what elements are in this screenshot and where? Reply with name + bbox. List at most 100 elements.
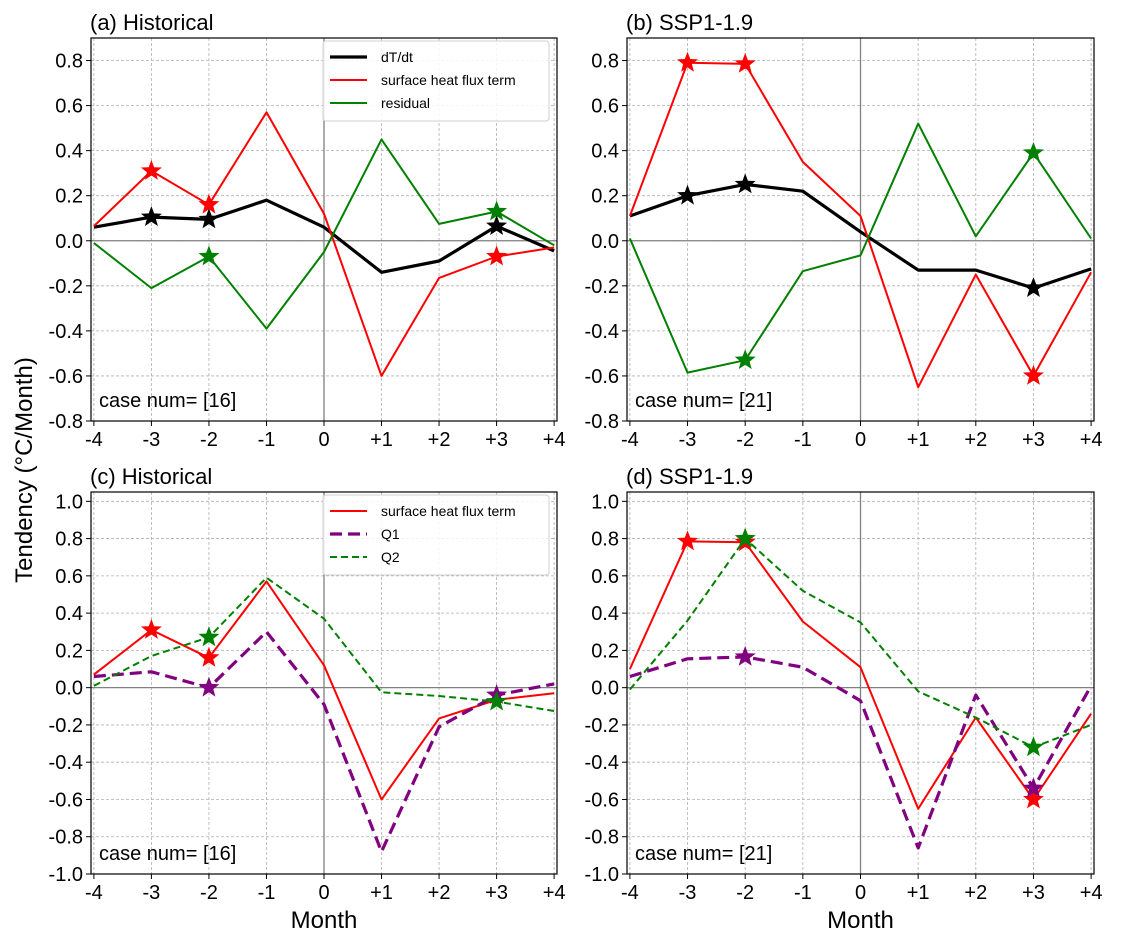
- case-count-annotation: case num= [16]: [99, 390, 236, 412]
- star-marker-icon: [486, 200, 508, 221]
- x-tick-label: +3: [1022, 429, 1045, 451]
- star-marker-icon: [198, 193, 220, 214]
- x-tick-label: +1: [907, 882, 930, 904]
- y-tick-label: 0.6: [591, 96, 619, 118]
- x-tick-label: +4: [543, 429, 566, 451]
- y-tick-label: -0.2: [585, 715, 619, 737]
- y-tick-label: 0.4: [591, 141, 619, 163]
- star-marker-icon: [198, 626, 220, 647]
- star-marker-icon: [1023, 364, 1044, 385]
- y-tick-label: 0.8: [55, 529, 83, 551]
- y-tick-label: -0.2: [49, 276, 83, 298]
- series-line-dt-dt: [93, 198, 555, 274]
- y-tick-label: 0.6: [55, 566, 83, 588]
- legend-box: [322, 40, 550, 122]
- x-tick-label: -1: [258, 429, 276, 451]
- y-tick-label: 0.6: [591, 566, 619, 588]
- y-tick-label: 0.0: [55, 231, 83, 253]
- series-line-surface-heat-flux-term: [628, 540, 1092, 810]
- x-tick-label: +4: [1080, 429, 1103, 451]
- y-tick-label: 0.2: [55, 640, 83, 662]
- y-tick-label: 0.4: [55, 141, 83, 163]
- y-tick-label: -1.0: [585, 864, 619, 886]
- y-tick-label: 0.8: [591, 529, 619, 551]
- star-marker-icon: [198, 676, 220, 697]
- y-tick-label: -0.8: [49, 411, 83, 433]
- legend-label: dT/dt: [381, 49, 413, 65]
- y-tick-label: -0.4: [585, 321, 619, 343]
- legend-label: surface heat flux term: [381, 503, 516, 519]
- legend: surface heat flux term Q1 Q2: [322, 494, 550, 576]
- y-tick-label: 0.0: [591, 231, 619, 253]
- star-marker-icon: [677, 51, 698, 72]
- panel-title: (c) Historical: [90, 464, 212, 489]
- y-tick-label: 0.4: [55, 603, 83, 625]
- series-line-surface-heat-flux-term: [628, 61, 1092, 389]
- star-marker-icon: [198, 646, 220, 667]
- y-tick-label: 0.2: [591, 640, 619, 662]
- star-marker-icon: [677, 530, 698, 551]
- y-tick-label: 0.2: [55, 186, 83, 208]
- y-tick-label: 0.0: [55, 678, 83, 700]
- legend-label: residual: [381, 95, 430, 111]
- y-tick-label: 0.8: [591, 51, 619, 73]
- x-tick-label: 0: [318, 429, 329, 451]
- x-tick-label: +1: [907, 429, 930, 451]
- star-marker-icon: [140, 618, 162, 639]
- y-tick-label: -0.6: [49, 789, 83, 811]
- x-tick-label: -2: [200, 882, 218, 904]
- x-tick-label: +4: [543, 882, 566, 904]
- y-tick-label: -0.2: [49, 715, 83, 737]
- legend-label: Q1: [381, 526, 400, 542]
- case-count-annotation: case num= [21]: [635, 390, 772, 412]
- star-marker-icon: [198, 208, 220, 229]
- star-marker-icon: [486, 245, 508, 266]
- y-tick-label: 1.0: [55, 491, 83, 513]
- y-tick-label: 0.6: [55, 96, 83, 118]
- star-marker-icon: [734, 349, 756, 370]
- x-tick-label: +2: [964, 882, 987, 904]
- star-marker-icon: [677, 184, 698, 205]
- series-line-q1: [93, 630, 555, 854]
- x-tick-label: -1: [258, 882, 276, 904]
- panel-c: -1.0 -0.8 -0.6 -0.4 -0.2 0.0 0.2 0.4 0.6 0.8 1.0 -4…: [49, 464, 566, 934]
- x-tick-label: +3: [1022, 882, 1045, 904]
- y-tick-label: -0.8: [585, 827, 619, 849]
- star-marker-icon: [1023, 277, 1044, 297]
- x-tick-label: +3: [485, 882, 508, 904]
- star-marker-icon: [1023, 736, 1044, 757]
- x-tick-label: -2: [200, 429, 218, 451]
- x-axis-label: Month: [291, 907, 358, 934]
- star-marker-icon: [486, 690, 508, 711]
- y-tick-label: 0.8: [55, 51, 83, 73]
- y-tick-label: -0.6: [49, 366, 83, 388]
- x-tick-label: -4: [85, 429, 103, 451]
- y-tick-label: -1.0: [49, 864, 83, 886]
- figure-y-axis-label: Tendency (°C/Month): [11, 357, 38, 583]
- x-tick-label: 0: [855, 429, 866, 451]
- series-line-q2: [629, 537, 1092, 749]
- star-marker-icon: [1023, 788, 1044, 809]
- y-tick-label: -0.8: [49, 827, 83, 849]
- x-tick-label: -2: [736, 882, 754, 904]
- star-marker-icon: [734, 527, 756, 548]
- y-tick-label: -0.2: [585, 276, 619, 298]
- panel-b: -0.8 -0.6 -0.4 -0.2 0.0 0.2 0.4 0.6 0.8 -4 -3 -2 -1 0…: [585, 10, 1103, 451]
- case-count-annotation: case num= [21]: [635, 843, 772, 865]
- x-tick-label: -4: [85, 882, 103, 904]
- x-tick-label: -4: [621, 882, 639, 904]
- star-marker-icon: [734, 173, 756, 194]
- x-tick-label: -3: [679, 429, 697, 451]
- y-tick-label: -0.6: [585, 366, 619, 388]
- x-tick-label: -3: [679, 882, 697, 904]
- legend: dT/dt surface heat flux term residual: [322, 40, 550, 122]
- star-marker-icon: [140, 206, 162, 226]
- x-tick-label: -2: [736, 429, 754, 451]
- case-count-annotation: case num= [16]: [99, 843, 236, 865]
- y-tick-label: 1.0: [591, 491, 619, 513]
- x-tick-label: -1: [794, 882, 812, 904]
- x-tick-label: +2: [964, 429, 987, 451]
- y-tick-label: -0.4: [585, 752, 619, 774]
- y-tick-label: 0.0: [591, 678, 619, 700]
